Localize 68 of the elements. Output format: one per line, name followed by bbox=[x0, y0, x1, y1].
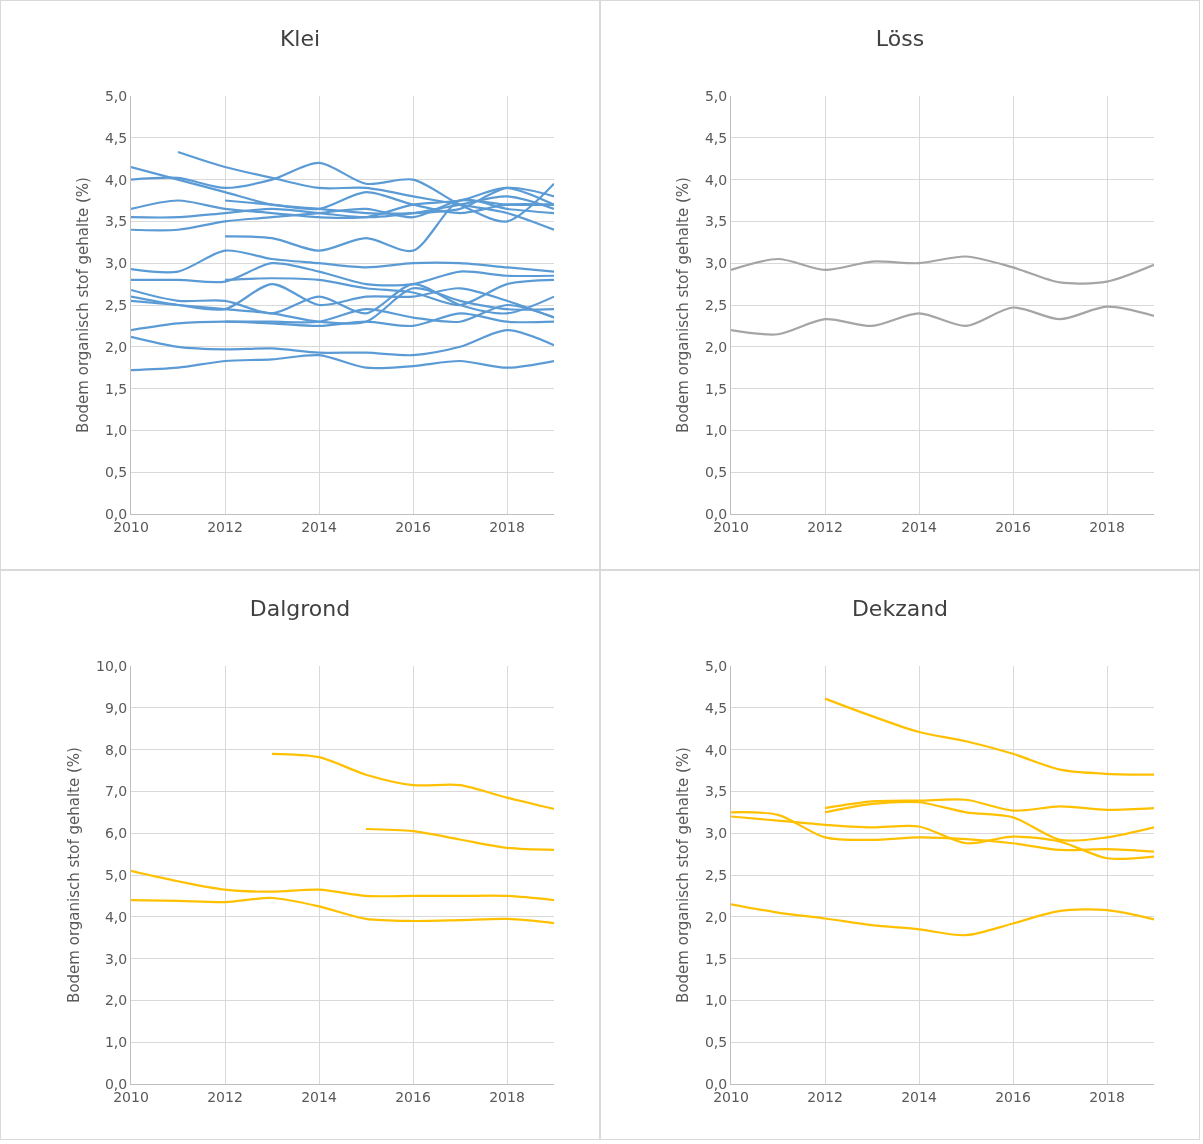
y-tick-label: 3,5 bbox=[704, 783, 728, 800]
y-tick-label: 4,0 bbox=[704, 171, 728, 188]
y-tick-label: 2,0 bbox=[704, 908, 728, 925]
y-tick-label: 8,0 bbox=[104, 741, 128, 758]
y-tick-label: 4,5 bbox=[704, 129, 728, 146]
y-tick-label: 1,0 bbox=[704, 992, 728, 1009]
x-tick-label: 2018 bbox=[1089, 1088, 1125, 1105]
y-tick-label: 1,0 bbox=[104, 1034, 128, 1051]
y-tick-label: 3,0 bbox=[104, 255, 128, 272]
x-tick-label: 2018 bbox=[1089, 518, 1125, 535]
chart-title: Dalgrond bbox=[249, 595, 351, 621]
y-tick-label: 6,0 bbox=[104, 825, 128, 842]
y-tick-label: 0,0 bbox=[704, 1075, 728, 1092]
x-tick-label: 2012 bbox=[807, 518, 843, 535]
y-tick-label: 1,5 bbox=[104, 380, 128, 397]
y-tick-label: 3,0 bbox=[704, 255, 728, 272]
y-tick-label: 3,0 bbox=[704, 825, 728, 842]
chart-title: Löss bbox=[875, 25, 925, 51]
x-tick-label: 2018 bbox=[489, 518, 525, 535]
y-tick-label: 3,5 bbox=[704, 213, 728, 230]
y-tick-label: 5,0 bbox=[104, 866, 128, 883]
y-tick-label: 2,0 bbox=[104, 338, 128, 355]
y-tick-label: 3,0 bbox=[104, 950, 128, 967]
x-tick-label: 2014 bbox=[901, 518, 937, 535]
y-tick-label: 0,0 bbox=[704, 505, 728, 522]
y-tick-label: 4,5 bbox=[104, 129, 128, 146]
y-tick-label: 1,0 bbox=[104, 422, 128, 439]
y-axis-title: Bodem organisch stof gehalte (%) bbox=[65, 747, 84, 1003]
y-tick-label: 5,0 bbox=[104, 87, 128, 104]
x-tick-label: 2014 bbox=[901, 1088, 937, 1105]
y-tick-label: 2,0 bbox=[104, 992, 128, 1009]
chart-title: Dekzand bbox=[851, 595, 949, 621]
y-tick-label: 3,5 bbox=[104, 213, 128, 230]
x-tick-label: 2018 bbox=[489, 1088, 525, 1105]
y-tick-label: 0,0 bbox=[104, 505, 128, 522]
y-tick-label: 0,0 bbox=[104, 1075, 128, 1092]
x-tick-label: 2012 bbox=[807, 1088, 843, 1105]
x-tick-label: 2014 bbox=[301, 1088, 337, 1105]
x-tick-label: 2016 bbox=[995, 518, 1031, 535]
y-tick-label: 0,5 bbox=[104, 464, 128, 481]
y-tick-label: 7,0 bbox=[104, 783, 128, 800]
y-tick-label: 0,5 bbox=[704, 1034, 728, 1051]
y-tick-label: 4,0 bbox=[704, 741, 728, 758]
y-axis-title: Bodem organisch stof gehalte (%) bbox=[74, 177, 93, 433]
y-tick-label: 4,0 bbox=[104, 908, 128, 925]
y-axis-title: Bodem organisch stof gehalte (%) bbox=[674, 747, 693, 1003]
y-tick-label: 5,0 bbox=[704, 87, 728, 104]
y-tick-label: 5,0 bbox=[704, 657, 728, 674]
y-tick-label: 1,5 bbox=[704, 950, 728, 967]
x-tick-label: 2012 bbox=[207, 518, 243, 535]
y-tick-label: 2,5 bbox=[704, 866, 728, 883]
y-axis-title: Bodem organisch stof gehalte (%) bbox=[674, 177, 693, 433]
y-tick-label: 10,0 bbox=[96, 657, 128, 674]
y-tick-label: 0,5 bbox=[704, 464, 728, 481]
x-tick-label: 2012 bbox=[207, 1088, 243, 1105]
x-tick-label: 2014 bbox=[301, 518, 337, 535]
y-tick-label: 2,0 bbox=[704, 338, 728, 355]
y-tick-label: 1,0 bbox=[704, 422, 728, 439]
x-tick-label: 2016 bbox=[395, 518, 431, 535]
y-tick-label: 4,0 bbox=[104, 171, 128, 188]
y-tick-label: 2,5 bbox=[704, 296, 728, 313]
y-tick-label: 2,5 bbox=[104, 296, 128, 313]
y-tick-label: 1,5 bbox=[704, 380, 728, 397]
chart-title: Klei bbox=[279, 25, 321, 51]
x-tick-label: 2016 bbox=[995, 1088, 1031, 1105]
y-tick-label: 4,5 bbox=[704, 699, 728, 716]
y-tick-label: 9,0 bbox=[104, 699, 128, 716]
x-tick-label: 2016 bbox=[395, 1088, 431, 1105]
